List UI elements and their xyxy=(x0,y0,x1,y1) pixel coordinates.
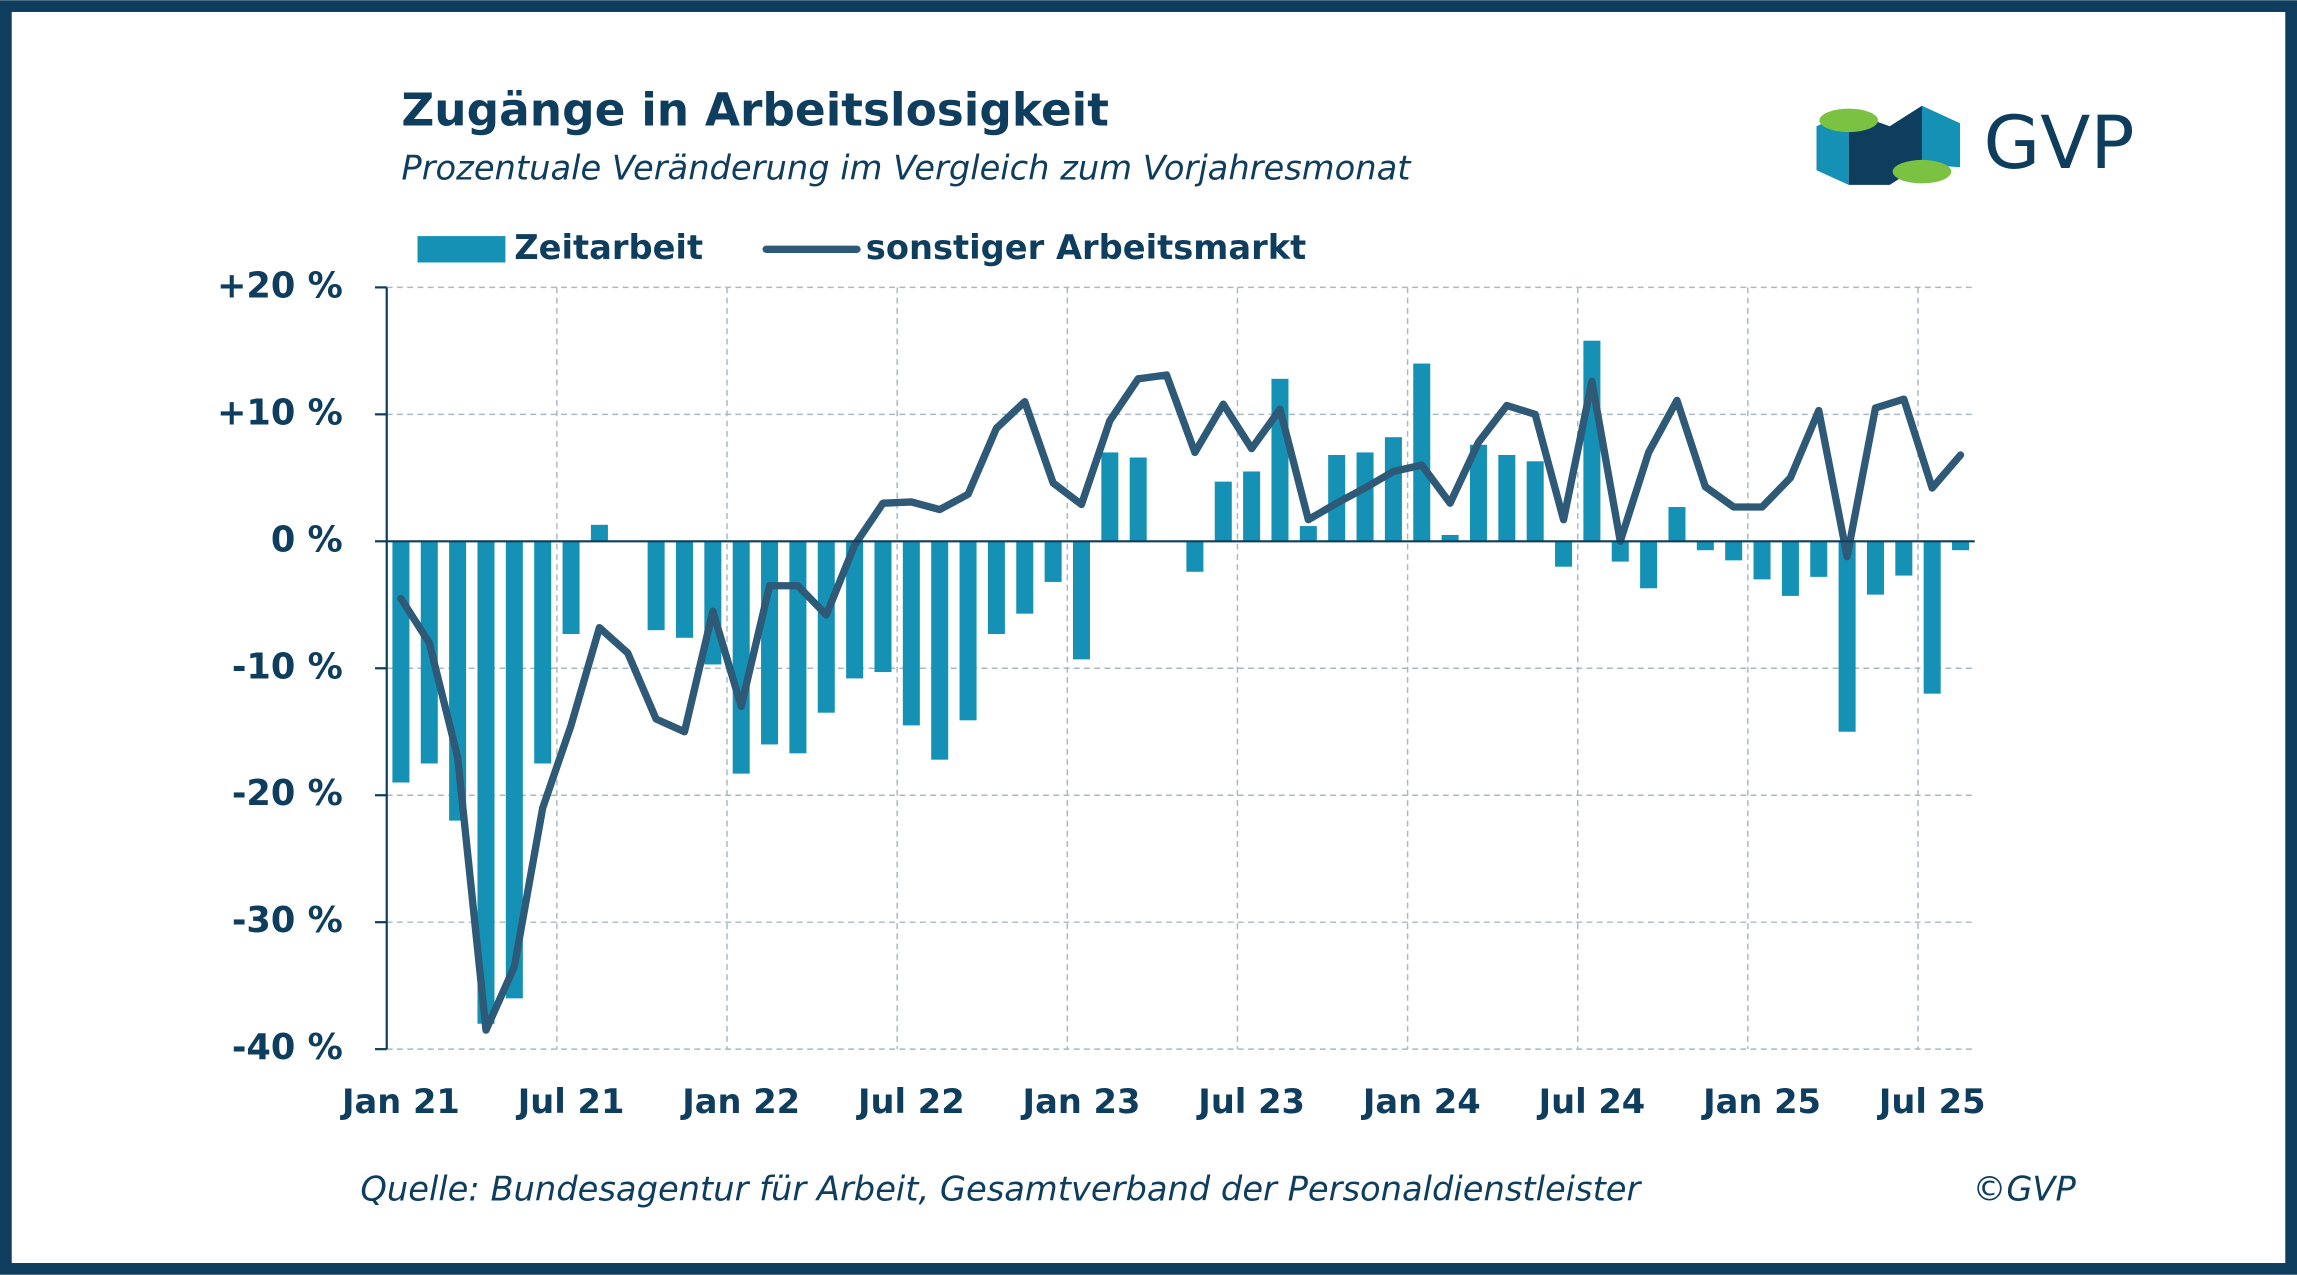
bar xyxy=(477,541,495,1024)
bar xyxy=(1101,452,1119,542)
bar xyxy=(647,541,665,631)
y-tick-label: -10 % xyxy=(232,646,343,687)
legend-label: Zeitarbeit xyxy=(514,228,703,267)
bar xyxy=(987,541,1005,634)
copyright: ©GVP xyxy=(1973,1170,2077,1209)
bar xyxy=(1781,541,1799,596)
bar xyxy=(562,541,580,634)
bar xyxy=(1328,454,1346,542)
bar xyxy=(931,541,949,760)
bar xyxy=(874,541,892,673)
bar xyxy=(1044,541,1062,582)
legend-swatch xyxy=(417,236,506,263)
chart-title: Zugänge in Arbeitslosigkeit xyxy=(401,84,1109,137)
bar xyxy=(1668,507,1686,542)
bar xyxy=(902,541,920,726)
x-tick-label: Jul 23 xyxy=(1196,1082,1305,1121)
y-tick-label: -40 % xyxy=(232,1027,343,1068)
bar xyxy=(1640,541,1658,589)
bar xyxy=(1866,541,1884,595)
bar xyxy=(1129,457,1147,542)
bar xyxy=(1611,541,1629,562)
bar xyxy=(1725,541,1743,561)
y-tick-label: -30 % xyxy=(232,900,343,941)
bar xyxy=(1016,541,1034,614)
logo-leaf xyxy=(1892,159,1952,184)
bar xyxy=(1299,526,1317,542)
bar xyxy=(1498,454,1516,542)
bar xyxy=(817,541,835,713)
x-tick-label: Jul 22 xyxy=(856,1082,965,1121)
logo-leaf xyxy=(1819,108,1879,133)
bar xyxy=(1810,541,1828,577)
bar xyxy=(1384,437,1402,542)
x-tick-label: Jul 25 xyxy=(1877,1082,1986,1121)
bar xyxy=(1696,541,1714,551)
bar xyxy=(590,524,608,542)
bar xyxy=(1952,541,1970,551)
logo: GVP xyxy=(1816,101,2135,186)
x-tick-label: Jan 22 xyxy=(680,1082,800,1121)
x-tick-label: Jan 25 xyxy=(1701,1082,1821,1121)
bar xyxy=(534,541,552,764)
x-tick-label: Jan 24 xyxy=(1361,1082,1481,1121)
y-tick-label: -20 % xyxy=(232,773,343,814)
bar xyxy=(959,541,977,721)
y-tick-label: +20 % xyxy=(217,265,343,306)
bar xyxy=(1186,541,1204,572)
bar xyxy=(505,541,523,999)
bar xyxy=(1413,363,1431,542)
x-tick-label: Jan 21 xyxy=(340,1082,460,1121)
y-tick-label: +10 % xyxy=(217,392,343,433)
bar xyxy=(1214,481,1232,542)
bar xyxy=(1838,541,1856,732)
x-tick-label: Jan 23 xyxy=(1021,1082,1141,1121)
bar xyxy=(1923,541,1941,694)
x-tick-label: Jul 24 xyxy=(1537,1082,1646,1121)
chart-subtitle: Prozentuale Veränderung im Vergleich zum… xyxy=(401,149,1412,188)
logo-face xyxy=(1921,105,1961,168)
bar xyxy=(1271,378,1289,542)
bar xyxy=(1526,461,1544,542)
logo-text: GVP xyxy=(1984,101,2135,186)
x-tick-label: Jul 21 xyxy=(516,1082,625,1121)
y-tick-label: 0 % xyxy=(271,519,343,560)
line xyxy=(397,371,1965,1034)
bar xyxy=(846,541,864,679)
bar xyxy=(789,541,807,754)
bar xyxy=(1753,541,1771,580)
source: Quelle: Bundesagentur für Arbeit, Gesamt… xyxy=(360,1170,1642,1209)
bar xyxy=(1555,541,1573,567)
bar xyxy=(1072,541,1090,660)
bar xyxy=(761,541,779,745)
bar xyxy=(1895,541,1913,576)
bar xyxy=(1356,452,1374,542)
bar xyxy=(1583,340,1601,542)
bar xyxy=(675,541,693,638)
bar xyxy=(1441,534,1459,542)
bar xyxy=(1243,471,1261,542)
bar xyxy=(392,541,410,783)
bar xyxy=(1469,444,1487,542)
legend-label: sonstiger Arbeitsmarkt xyxy=(866,228,1307,267)
bar xyxy=(732,541,750,774)
